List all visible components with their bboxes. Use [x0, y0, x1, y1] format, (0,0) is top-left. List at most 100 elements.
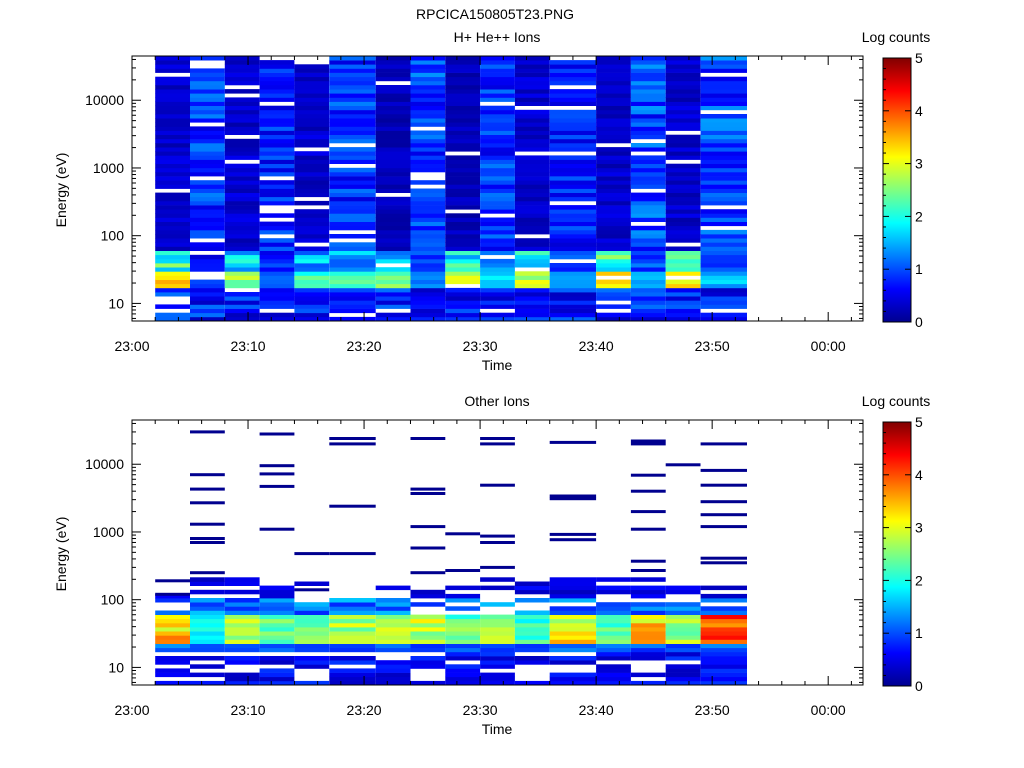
- heatmap-cell: [549, 221, 597, 227]
- heatmap-cell: [410, 138, 446, 144]
- heatmap-cell: [445, 668, 481, 673]
- heatmap-cell: [514, 292, 550, 297]
- heatmap-cell: [224, 97, 260, 102]
- heatmap-cell: [480, 541, 515, 544]
- heatmap-cell: [155, 114, 190, 119]
- heatmap-cell: [700, 159, 747, 164]
- heatmap-cell: [596, 126, 631, 131]
- heatmap-cell: [294, 254, 330, 260]
- heatmap-cell: [480, 287, 515, 293]
- heatmap-cell: [410, 89, 446, 94]
- heatmap-cell: [410, 304, 446, 309]
- heatmap-cell: [596, 184, 631, 189]
- heatmap-cell: [410, 639, 446, 644]
- heatmap-cell: [596, 622, 631, 628]
- heatmap-cell: [514, 631, 550, 636]
- heatmap-cell: [630, 300, 666, 305]
- heatmap-cell: [410, 614, 446, 620]
- heatmap-cell: [155, 635, 190, 640]
- y-tick-label: 1000: [93, 524, 124, 540]
- heatmap-cell: [445, 275, 481, 280]
- heatmap-cell: [224, 292, 260, 297]
- heatmap-cell: [410, 287, 446, 293]
- heatmap-cell: [329, 622, 376, 628]
- heatmap-cell: [155, 97, 190, 102]
- heatmap-cell: [329, 60, 376, 65]
- heatmap-cell: [155, 205, 190, 210]
- heatmap-cell: [700, 60, 747, 65]
- heatmap-cell: [549, 287, 597, 293]
- heatmap-cell: [294, 80, 330, 86]
- heatmap-cell: [630, 85, 666, 90]
- heatmap-cell: [700, 126, 747, 131]
- heatmap-cell: [155, 579, 190, 583]
- heatmap-cell: [630, 60, 666, 65]
- heatmap-cell: [596, 267, 631, 272]
- heatmap-cell: [294, 267, 330, 272]
- x-tick-label: 23:10: [231, 702, 266, 718]
- heatmap-cell: [514, 304, 550, 309]
- heatmap-cell: [630, 283, 666, 289]
- heatmap-cell: [190, 631, 225, 636]
- heatmap-cell: [480, 639, 515, 644]
- heatmap-cell: [375, 114, 411, 119]
- heatmap-cell: [224, 250, 260, 256]
- heatmap-cell: [224, 589, 260, 595]
- heatmap-cell: [259, 213, 295, 218]
- heatmap-cell: [190, 522, 225, 526]
- heatmap-cell: [410, 525, 446, 529]
- heatmap-cell: [445, 647, 481, 653]
- heatmap-cell: [480, 304, 515, 309]
- heatmap-cell: [375, 122, 411, 127]
- heatmap-cell: [514, 109, 550, 115]
- heatmap-cell: [224, 205, 260, 210]
- heatmap-cell: [514, 610, 550, 615]
- heatmap-cell: [514, 159, 550, 164]
- heatmap-cell: [294, 229, 330, 235]
- heatmap-cell: [700, 585, 747, 591]
- heatmap-cell: [665, 155, 701, 160]
- heatmap-cell: [190, 205, 225, 210]
- heatmap-cell: [480, 225, 515, 231]
- heatmap-cell: [480, 672, 515, 678]
- heatmap-cell: [445, 618, 481, 624]
- heatmap-cell: [410, 159, 446, 164]
- heatmap-cell: [155, 101, 190, 106]
- heatmap-cell: [549, 263, 597, 268]
- heatmap-cell: [596, 258, 631, 264]
- heatmap-cell: [259, 263, 295, 268]
- heatmap-cell: [190, 234, 225, 239]
- heatmap-cell: [596, 647, 631, 653]
- heatmap-cell: [375, 118, 411, 123]
- x-tick-label: 23:50: [695, 338, 730, 354]
- heatmap-cell: [549, 283, 597, 289]
- heatmap-cell: [445, 631, 481, 636]
- heatmap-cell: [596, 229, 631, 235]
- colorbar-tick-label: 2: [915, 572, 923, 588]
- heatmap-cell: [190, 537, 225, 540]
- heatmap-cell: [224, 581, 260, 586]
- panel-2-plot-area: [155, 430, 747, 686]
- heatmap-cell: [259, 68, 295, 73]
- heatmap-cell: [155, 118, 190, 123]
- heatmap-cell: [259, 635, 295, 640]
- heatmap-cell: [329, 200, 376, 206]
- heatmap-cell: [294, 618, 330, 624]
- heatmap-cell: [596, 209, 631, 214]
- heatmap-cell: [480, 622, 515, 628]
- heatmap-cell: [665, 589, 701, 595]
- heatmap-cell: [294, 300, 330, 305]
- heatmap-cell: [549, 64, 597, 69]
- heatmap-cell: [480, 242, 515, 247]
- heatmap-cell: [514, 213, 550, 218]
- heatmap-cell: [259, 680, 295, 686]
- heatmap-cell: [480, 283, 515, 289]
- heatmap-cell: [665, 258, 701, 264]
- heatmap-cell: [480, 437, 515, 440]
- heatmap-cell: [410, 130, 446, 135]
- heatmap-cell: [514, 622, 550, 628]
- heatmap-cell: [190, 225, 225, 231]
- heatmap-cell: [700, 598, 747, 603]
- heatmap-cell: [549, 647, 597, 653]
